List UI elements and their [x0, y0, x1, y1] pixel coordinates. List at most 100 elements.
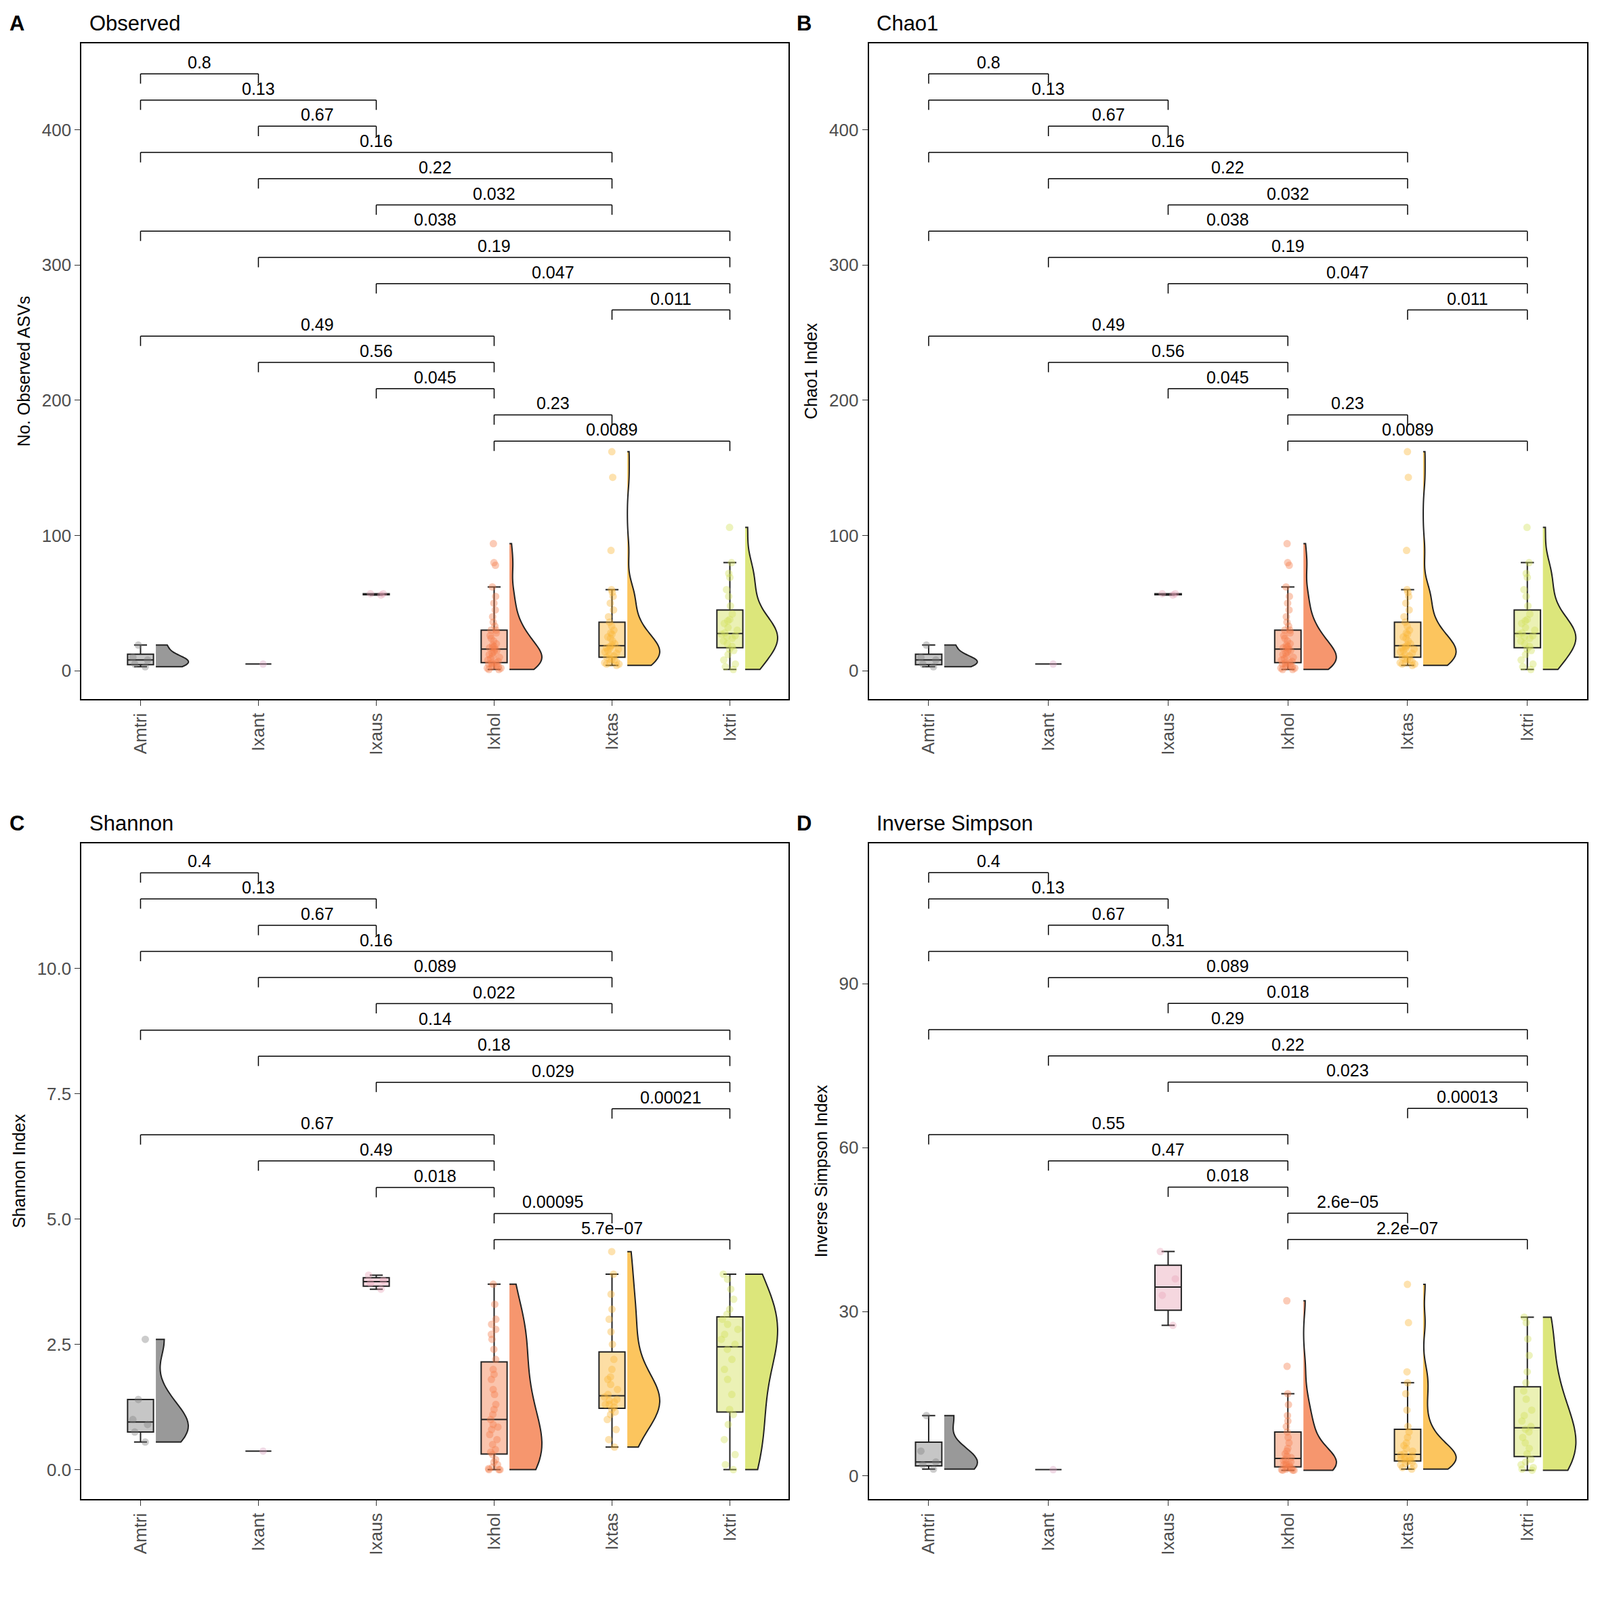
svg-text:0.038: 0.038	[1206, 209, 1250, 229]
svg-text:Chao1: Chao1	[876, 11, 939, 36]
svg-text:Ixant: Ixant	[1037, 1512, 1059, 1552]
svg-text:0.23: 0.23	[536, 393, 570, 413]
svg-text:0: 0	[848, 660, 859, 681]
svg-text:60: 60	[838, 1137, 859, 1158]
svg-text:Shannon: Shannon	[89, 811, 174, 836]
svg-text:5.0: 5.0	[46, 1209, 72, 1230]
svg-text:0.18: 0.18	[477, 1035, 511, 1055]
svg-text:0.67: 0.67	[300, 1113, 334, 1133]
svg-text:0.023: 0.023	[1326, 1060, 1370, 1080]
svg-text:Ixtas: Ixtas	[1396, 713, 1418, 751]
svg-text:0.56: 0.56	[359, 341, 393, 361]
svg-text:100: 100	[41, 525, 72, 546]
svg-text:0.0: 0.0	[46, 1459, 72, 1481]
svg-text:0.19: 0.19	[1271, 236, 1305, 256]
svg-text:0.018: 0.018	[1206, 1165, 1250, 1185]
svg-text:10.0: 10.0	[37, 958, 72, 979]
svg-text:0.011: 0.011	[650, 289, 692, 309]
svg-text:300: 300	[41, 254, 72, 276]
svg-text:0.16: 0.16	[359, 131, 393, 151]
svg-text:7.5: 7.5	[46, 1083, 72, 1105]
svg-text:Ixhol: Ixhol	[1277, 713, 1298, 751]
svg-text:Ixtri: Ixtri	[719, 1513, 740, 1542]
svg-text:0.029: 0.029	[531, 1061, 575, 1081]
svg-text:Amtri: Amtri	[917, 713, 939, 755]
svg-text:300: 300	[829, 254, 859, 276]
svg-text:Inverse Simpson: Inverse Simpson	[876, 811, 1034, 836]
svg-text:0.13: 0.13	[241, 877, 276, 897]
svg-text:0.16: 0.16	[359, 930, 393, 950]
svg-text:0.011: 0.011	[1446, 289, 1489, 309]
svg-text:Ixant: Ixant	[1037, 712, 1059, 752]
svg-text:0.49: 0.49	[300, 314, 334, 334]
svg-text:Ixaus: Ixaus	[1157, 1513, 1178, 1556]
svg-text:5.7e−07: 5.7e−07	[581, 1218, 643, 1238]
svg-text:Ixhol: Ixhol	[483, 1513, 504, 1551]
svg-text:0.13: 0.13	[1031, 79, 1065, 99]
svg-text:Amtri: Amtri	[130, 1513, 151, 1555]
svg-text:100: 100	[829, 525, 859, 546]
svg-text:Ixaus: Ixaus	[365, 713, 387, 756]
svg-text:0.0089: 0.0089	[1381, 419, 1434, 439]
svg-text:0.045: 0.045	[413, 367, 457, 387]
svg-text:Shannon Index: Shannon Index	[9, 1113, 29, 1229]
svg-text:Observed: Observed	[89, 11, 181, 36]
svg-text:0.8: 0.8	[187, 52, 212, 72]
svg-text:0.23: 0.23	[1331, 393, 1365, 413]
svg-text:Ixtri: Ixtri	[1516, 713, 1538, 742]
svg-text:0.032: 0.032	[1266, 184, 1310, 204]
svg-text:0.29: 0.29	[1211, 1008, 1245, 1028]
svg-text:Amtri: Amtri	[917, 1513, 939, 1555]
svg-text:Ixhol: Ixhol	[483, 713, 504, 751]
svg-text:0.089: 0.089	[1206, 956, 1250, 976]
svg-text:0.045: 0.045	[1206, 367, 1250, 387]
svg-text:0.018: 0.018	[413, 1166, 457, 1186]
svg-text:400: 400	[41, 119, 72, 141]
svg-text:0.032: 0.032	[472, 184, 516, 204]
svg-text:0.13: 0.13	[241, 79, 276, 99]
svg-text:No. Observed ASVs: No. Observed ASVs	[14, 296, 34, 447]
svg-text:0.0089: 0.0089	[585, 419, 638, 439]
svg-text:200: 200	[829, 390, 859, 411]
svg-text:0.038: 0.038	[413, 209, 457, 229]
svg-text:B: B	[796, 11, 812, 36]
svg-text:D: D	[796, 811, 812, 836]
svg-text:400: 400	[829, 119, 859, 141]
svg-text:0.49: 0.49	[1091, 314, 1126, 334]
svg-text:Chao1 Index: Chao1 Index	[801, 323, 821, 420]
svg-text:0.22: 0.22	[1211, 157, 1245, 177]
svg-text:0.67: 0.67	[300, 104, 334, 124]
svg-text:0: 0	[848, 1465, 859, 1487]
svg-text:Ixant: Ixant	[247, 712, 269, 752]
svg-text:0.4: 0.4	[976, 851, 1001, 871]
svg-text:Amtri: Amtri	[130, 713, 151, 755]
svg-text:0.67: 0.67	[1091, 104, 1126, 124]
svg-text:Ixaus: Ixaus	[365, 1513, 387, 1556]
svg-text:0.56: 0.56	[1151, 341, 1185, 361]
svg-text:0.22: 0.22	[418, 157, 452, 177]
svg-text:Ixtas: Ixtas	[601, 1513, 622, 1551]
svg-text:30: 30	[838, 1301, 859, 1322]
svg-text:0.8: 0.8	[976, 52, 1001, 72]
svg-text:Ixhol: Ixhol	[1277, 1513, 1298, 1551]
svg-text:0.00095: 0.00095	[522, 1192, 584, 1212]
svg-text:2.2e−07: 2.2e−07	[1376, 1218, 1439, 1238]
svg-text:Ixaus: Ixaus	[1157, 713, 1178, 756]
svg-text:0.67: 0.67	[300, 904, 334, 924]
svg-text:Ixtri: Ixtri	[1516, 1513, 1538, 1542]
svg-text:2.5: 2.5	[46, 1334, 72, 1355]
svg-text:0.47: 0.47	[1151, 1140, 1185, 1160]
svg-text:0.49: 0.49	[359, 1140, 393, 1160]
svg-text:0.13: 0.13	[1031, 877, 1065, 897]
svg-text:2.6e−05: 2.6e−05	[1316, 1192, 1379, 1212]
svg-text:0.19: 0.19	[477, 236, 511, 256]
svg-text:0.047: 0.047	[1326, 262, 1370, 282]
svg-text:0.14: 0.14	[418, 1009, 452, 1029]
svg-text:0.018: 0.018	[1266, 982, 1310, 1002]
svg-text:0.4: 0.4	[187, 851, 212, 871]
svg-text:0.047: 0.047	[531, 262, 575, 282]
svg-text:0.00013: 0.00013	[1436, 1087, 1498, 1107]
svg-text:0.00021: 0.00021	[640, 1087, 702, 1107]
svg-text:Ixtri: Ixtri	[719, 713, 740, 742]
svg-text:0.022: 0.022	[472, 982, 516, 1002]
